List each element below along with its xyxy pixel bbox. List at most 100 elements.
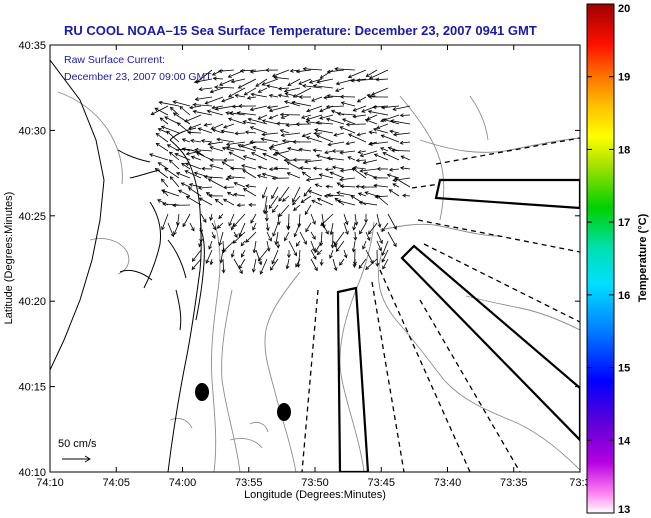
current-vector [306,105,323,113]
current-vector [334,67,356,71]
current-vector [242,155,257,161]
current-vector [270,141,290,148]
current-vector [292,186,301,203]
current-vector [356,78,378,83]
current-vector [352,105,367,112]
current-vector [295,258,301,268]
current-vector [184,170,202,179]
shipping-lane-boundary [434,178,580,210]
current-vector [257,114,268,120]
current-vector [173,222,180,236]
current-vector [343,249,348,259]
shipping-lane-dashed [423,243,580,323]
current-vector [228,87,246,98]
current-vector [194,96,213,102]
current-vector [222,240,235,253]
current-vector [382,152,400,161]
current-vector [298,95,311,99]
current-vector [166,144,180,152]
current-vector [230,222,235,231]
colorbar-tick-label: 15 [618,363,630,375]
coastline-segment [117,149,161,179]
current-vector [154,107,169,116]
current-vector [343,222,349,235]
current-vector [308,78,323,84]
current-vector [268,195,279,209]
current-vector [324,150,334,155]
bathymetry-contours [57,91,580,472]
current-vector [316,78,334,84]
current-vector [367,222,378,235]
current-vector [390,148,411,153]
current-vector [222,198,235,206]
x-tick-label: 74:00 [169,477,197,489]
current-vector [313,128,334,134]
current-vector [238,104,257,109]
current-vector [315,134,334,143]
current-vector [362,240,367,250]
current-vector [257,87,268,93]
x-axis-label: Longitude (Degrees:Minutes) [244,489,386,501]
current-vector [380,114,400,123]
current-vector [271,249,279,265]
current-vector [198,240,202,248]
current-vector [365,258,378,270]
current-vector [386,173,400,179]
current-vector [381,240,389,256]
current-vector [368,130,378,135]
current-vector [185,150,202,156]
current-vector [155,142,169,152]
current-vector [325,117,345,125]
current-vector [314,240,323,254]
current-vector [243,87,257,96]
current-vector [298,78,312,85]
bathymetry-contour [229,421,269,449]
current-vector [364,191,378,197]
current-vector [277,86,290,91]
current-vector [261,186,268,199]
coastline-segment [143,201,161,289]
current-vector [380,147,389,152]
current-vector [287,78,301,86]
current-vector [177,189,191,197]
current-vector [255,78,268,87]
current-vector [286,222,291,230]
current-vector [283,87,301,93]
current-vector [279,129,290,134]
current-vector [305,114,323,121]
current-vector [169,176,180,188]
shipping-lane-dashed [371,281,405,472]
current-vector [209,258,214,266]
current-vector [262,195,268,215]
current-vector [402,193,411,198]
current-vector [352,259,357,266]
current-vector [249,126,268,134]
shipping-lane-dashed [419,299,521,472]
colorbar-tick-label: 19 [618,72,630,84]
current-vector [375,249,380,267]
current-vector [218,213,224,220]
current-vector [187,187,202,197]
coastline-segment [50,59,105,371]
current-vector [195,152,213,161]
colorbar-tick-label: 14 [618,435,631,447]
shipping-lane-boundary [400,244,580,442]
current-vector [357,192,367,197]
current-vector [168,159,180,170]
current-vector [304,204,312,216]
current-vector [206,109,224,116]
current-vector [364,118,378,125]
current-vector [360,185,378,190]
current-vector [260,137,279,143]
current-vector [399,113,411,118]
x-tick-label: 73:35 [500,477,528,489]
current-vector [311,96,323,102]
current-vector [376,123,389,129]
current-vector [188,183,202,188]
current-vector [214,85,235,90]
current-vector [314,183,323,188]
current-vector [392,132,411,137]
coastline [50,59,205,472]
current-vector [381,249,389,263]
